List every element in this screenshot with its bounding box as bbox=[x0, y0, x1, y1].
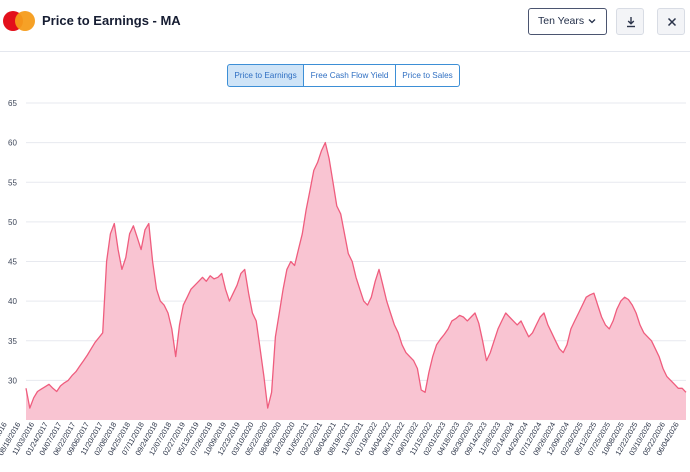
y-tick-label: 55 bbox=[8, 178, 17, 187]
metric-tabs: Price to Earnings Free Cash Flow Yield P… bbox=[227, 64, 460, 87]
y-tick-label: 50 bbox=[8, 218, 17, 227]
y-tick-label: 45 bbox=[8, 258, 17, 267]
period-select-value: Ten Years bbox=[538, 15, 585, 27]
tab-free-cash-flow-yield[interactable]: Free Cash Flow Yield bbox=[304, 64, 396, 87]
download-icon bbox=[627, 17, 635, 28]
mastercard-logo bbox=[3, 11, 35, 31]
pe-chart: 303540455055606506/02/201608/18/201611/0… bbox=[0, 99, 687, 457]
y-tick-label: 40 bbox=[8, 297, 17, 306]
header-bar: Price to Earnings - MA Ten Years bbox=[0, 0, 690, 52]
close-icon bbox=[667, 17, 677, 27]
y-tick-label: 30 bbox=[8, 376, 17, 385]
period-select[interactable]: Ten Years bbox=[528, 8, 607, 35]
close-button[interactable] bbox=[657, 8, 685, 35]
tab-price-to-earnings[interactable]: Price to Earnings bbox=[227, 64, 304, 87]
y-tick-label: 60 bbox=[8, 139, 17, 148]
download-button[interactable] bbox=[616, 8, 644, 35]
y-tick-label: 35 bbox=[8, 337, 17, 346]
pe-line bbox=[25, 141, 687, 409]
pe-area bbox=[26, 142, 686, 420]
page-title: Price to Earnings - MA bbox=[42, 13, 181, 28]
chevron-down-icon bbox=[588, 19, 596, 24]
tab-price-to-sales[interactable]: Price to Sales bbox=[396, 64, 460, 87]
y-tick-label: 65 bbox=[8, 99, 17, 108]
